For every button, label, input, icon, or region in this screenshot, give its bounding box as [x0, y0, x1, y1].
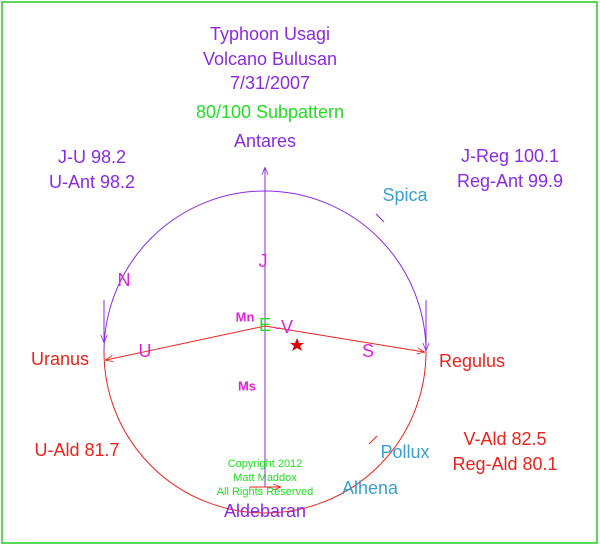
aspect: V-Ald 82.5: [463, 429, 546, 449]
point-label: Antares: [234, 131, 296, 151]
copyright: Matt Maddox: [233, 472, 297, 484]
star-label: Alhena: [342, 478, 399, 498]
aspect: Reg-Ant 99.9: [457, 171, 563, 191]
marker: S: [362, 341, 374, 361]
title: Volcano Bulusan: [203, 49, 337, 69]
marker: J: [259, 251, 268, 271]
star-icon: [290, 338, 304, 351]
tick: [368, 435, 378, 445]
uranus-line: [106, 325, 266, 360]
subtitle: 80/100 Subpattern: [196, 102, 344, 122]
aspect: J-Reg 100.1: [461, 146, 559, 166]
aspect: Reg-Ald 80.1: [452, 454, 557, 474]
regulus-line: [264, 325, 424, 352]
marker: -V: [275, 317, 293, 337]
star-label: Pollux: [380, 442, 429, 462]
marker: Ms: [238, 378, 256, 393]
marker: N: [118, 270, 131, 290]
star-label: Spica: [382, 185, 428, 205]
lower-arc: [103, 351, 427, 514]
point-label: Uranus: [31, 349, 89, 369]
point-label: Regulus: [439, 351, 505, 371]
aspect: U-Ald 81.7: [34, 440, 119, 460]
tick: [375, 213, 385, 223]
copyright: All Rights Reserved: [217, 486, 314, 498]
copyright: Copyright 2012: [228, 458, 303, 470]
marker: Mn: [236, 309, 255, 324]
title: 7/31/2007: [230, 73, 310, 93]
marker: E: [259, 315, 271, 335]
title: Typhoon Usagi: [210, 24, 330, 44]
aspect: J-U 98.2: [58, 147, 126, 167]
marker: U: [139, 341, 152, 361]
aspect: U-Ant 98.2: [49, 172, 135, 192]
point-label: Aldebaran: [224, 501, 306, 521]
